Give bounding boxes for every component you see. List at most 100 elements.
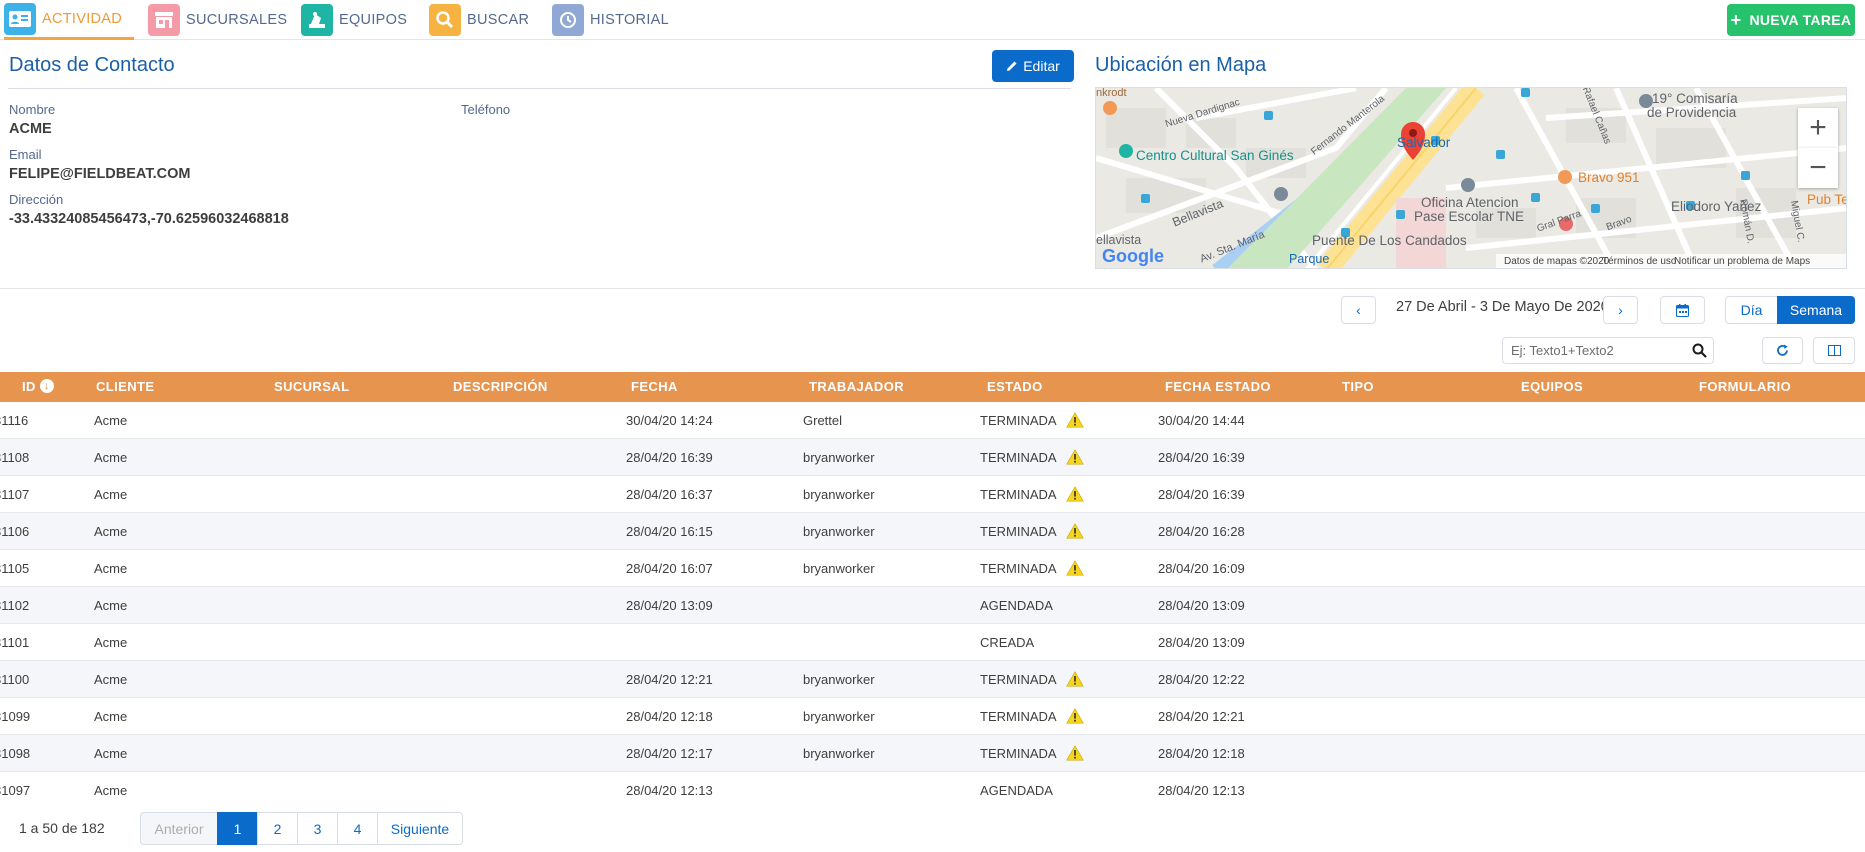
refresh-button[interactable] <box>1762 337 1803 364</box>
table-row[interactable]: 31099 Acme 28/04/20 12:18 bryanworker TERMIN… <box>0 698 1865 735</box>
table-header: ID ↓ CLIENTE SUCURSAL DESCRIPCIÓN FECHA T… <box>0 372 1865 402</box>
column-fecha[interactable]: FECHA <box>631 379 678 394</box>
cell-fecha: 28/04/20 12:18 <box>626 709 713 724</box>
page-2-button[interactable]: 2 <box>257 812 298 845</box>
table-row[interactable]: 31102 Acme 28/04/20 13:09 AGENDADA 28/04/20 … <box>0 587 1865 624</box>
column-sucursal[interactable]: SUCURSAL <box>274 379 350 394</box>
plus-icon: + <box>1730 9 1742 30</box>
tab-equipos[interactable]: EQUIPOS <box>301 0 407 40</box>
columns-button[interactable] <box>1813 337 1855 364</box>
table-row[interactable]: 31097 Acme 28/04/20 12:13 AGENDADA 28/04/20 … <box>0 772 1865 804</box>
map-label: Puente De Los Candados <box>1312 233 1467 248</box>
warning-icon[interactable] <box>1066 708 1084 724</box>
cell-estado: CREADA <box>980 635 1035 650</box>
cell-fecha-estado: 28/04/20 12:21 <box>1158 709 1245 724</box>
column-descripcion[interactable]: DESCRIPCIÓN <box>453 379 548 394</box>
map-terms-link[interactable]: Términos de uso <box>1602 256 1677 267</box>
warning-icon[interactable] <box>1066 412 1084 428</box>
warning-icon[interactable] <box>1066 671 1084 687</box>
calendar-button[interactable] <box>1660 296 1705 324</box>
tab-label: ACTIVIDAD <box>42 10 123 27</box>
table-row[interactable]: 31100 Acme 28/04/20 12:21 bryanworker TERMIN… <box>0 661 1865 698</box>
cell-fecha-estado: 28/04/20 13:09 <box>1158 598 1245 613</box>
edit-button[interactable]: Editar <box>992 50 1074 82</box>
column-formulario[interactable]: FORMULARIO <box>1699 379 1792 394</box>
next-page-button[interactable]: Siguiente <box>377 812 463 845</box>
prev-page-button[interactable]: Anterior <box>140 812 218 845</box>
map-label: nkrodt <box>1096 87 1127 99</box>
next-week-button[interactable]: › <box>1603 296 1638 324</box>
warning-icon[interactable] <box>1066 449 1084 465</box>
cell-trabajador: bryanworker <box>803 524 875 539</box>
page-1-button[interactable]: 1 <box>217 812 258 845</box>
table-row[interactable]: 31101 Acme CREADA 28/04/20 13:09 <box>0 624 1865 661</box>
cell-id: 31098 <box>0 746 31 761</box>
map-title: Ubicación en Mapa <box>1095 54 1267 76</box>
cell-fecha-estado: 28/04/20 16:28 <box>1158 524 1245 539</box>
sort-down-icon[interactable]: ↓ <box>39 379 54 394</box>
table-row[interactable]: 31107 Acme 28/04/20 16:37 bryanworker TERMIN… <box>0 476 1865 513</box>
prev-week-button[interactable]: ‹ <box>1341 296 1376 324</box>
chevron-right-icon: › <box>1618 302 1623 318</box>
column-fecha-estado[interactable]: FECHA ESTADO <box>1165 379 1271 394</box>
location-map[interactable]: nkrodt 19° Comisaría de Providencia Cent… <box>1095 87 1847 269</box>
table-row[interactable]: 31108 Acme 28/04/20 16:39 bryanworker TERMIN… <box>0 439 1865 476</box>
tab-historial[interactable]: HISTORIAL <box>552 0 669 40</box>
tab-sucursales[interactable]: SUCURSALES <box>148 0 287 40</box>
column-trabajador[interactable]: TRABAJADOR <box>809 379 904 394</box>
map-label: Centro Cultural San Ginés <box>1136 148 1294 163</box>
column-equipos[interactable]: EQUIPOS <box>1521 379 1584 394</box>
page-3-button[interactable]: 3 <box>297 812 338 845</box>
table-search <box>1502 337 1714 364</box>
cell-fecha: 28/04/20 12:13 <box>626 783 713 798</box>
cell-fecha-estado: 28/04/20 16:09 <box>1158 561 1245 576</box>
tab-label: HISTORIAL <box>590 12 669 28</box>
column-tipo[interactable]: TIPO <box>1342 379 1374 394</box>
table-row[interactable]: 31116 Acme 30/04/20 14:24 Grettel TERMINADA 3… <box>0 402 1865 439</box>
email-label: Email <box>9 147 42 162</box>
new-task-label: NUEVA TAREA <box>1749 12 1852 28</box>
table-row[interactable]: 31105 Acme 28/04/20 16:07 bryanworker TERMIN… <box>0 550 1865 587</box>
column-id[interactable]: ID ↓ <box>22 372 54 402</box>
cell-estado: TERMINADA <box>980 487 1057 502</box>
column-cliente[interactable]: CLIENTE <box>96 379 155 394</box>
column-estado[interactable]: ESTADO <box>987 379 1043 394</box>
zoom-in-button[interactable]: + <box>1798 108 1838 148</box>
table-row[interactable]: 31106 Acme 28/04/20 16:15 bryanworker TERMIN… <box>0 513 1865 550</box>
cell-estado: TERMINADA <box>980 746 1057 761</box>
cell-estado: TERMINADA <box>980 450 1057 465</box>
day-view-button[interactable]: Día <box>1725 296 1778 324</box>
address-value: -33.43324085456473,-70.62596032468818 <box>9 211 289 227</box>
warning-icon[interactable] <box>1066 486 1084 502</box>
page-4-button[interactable]: 4 <box>337 812 378 845</box>
tab-buscar[interactable]: BUSCAR <box>429 0 529 40</box>
warning-icon[interactable] <box>1066 560 1084 576</box>
warning-icon[interactable] <box>1066 745 1084 761</box>
search-icon[interactable] <box>1692 343 1707 358</box>
google-logo: Google <box>1102 246 1164 266</box>
cell-fecha: 28/04/20 16:15 <box>626 524 713 539</box>
tab-actividad[interactable]: ACTIVIDAD <box>4 0 135 40</box>
cell-id: 31107 <box>0 487 30 502</box>
warning-icon[interactable] <box>1066 523 1084 539</box>
cell-trabajador: bryanworker <box>803 561 875 576</box>
new-task-button[interactable]: + NUEVA TAREA <box>1727 4 1855 36</box>
cell-fecha: 28/04/20 16:37 <box>626 487 713 502</box>
week-view-button[interactable]: Semana <box>1777 296 1855 324</box>
cell-fecha-estado: 28/04/20 16:39 <box>1158 450 1245 465</box>
cell-cliente: Acme <box>94 598 128 613</box>
cell-id: 31097 <box>0 783 31 798</box>
map-label: Bravo 951 <box>1578 170 1640 185</box>
date-range-label: 27 De Abril - 3 De Mayo De 2020 <box>1396 299 1609 315</box>
search-input[interactable] <box>1511 341 1681 360</box>
contact-title: Datos de Contacto <box>9 54 175 76</box>
cell-fecha-estado: 28/04/20 12:22 <box>1158 672 1245 687</box>
cell-cliente: Acme <box>94 635 128 650</box>
cell-fecha-estado: 28/04/20 16:39 <box>1158 487 1245 502</box>
table-row[interactable]: 31098 Acme 28/04/20 12:17 bryanworker TERMIN… <box>0 735 1865 772</box>
cell-fecha-estado: 28/04/20 12:18 <box>1158 746 1245 761</box>
cell-cliente: Acme <box>94 783 128 798</box>
phone-label: Teléfono <box>461 102 511 117</box>
map-report-link[interactable]: Notificar un problema de Maps <box>1674 256 1811 267</box>
zoom-out-button[interactable]: − <box>1798 148 1838 188</box>
